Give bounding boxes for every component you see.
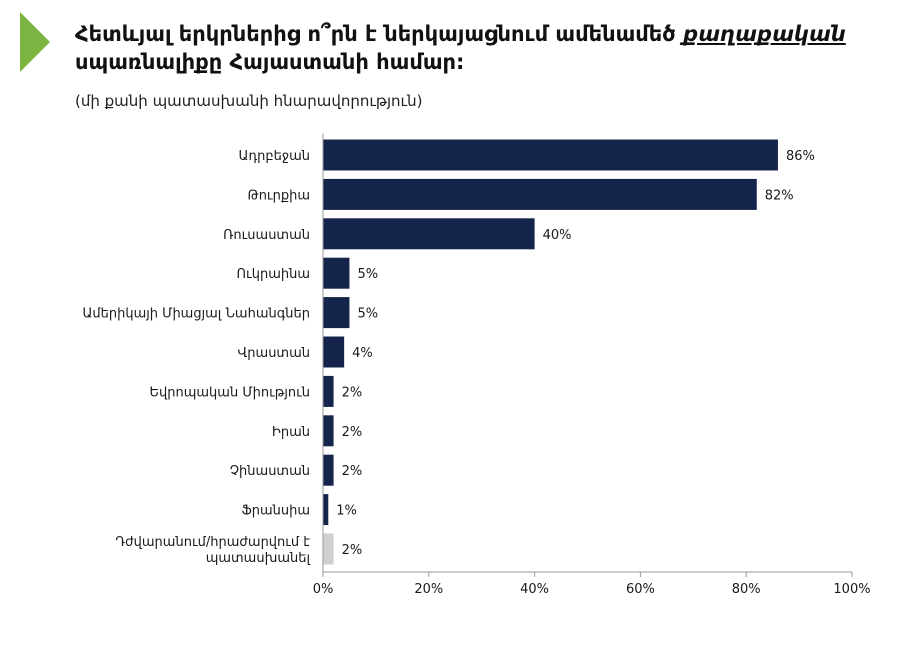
bar	[323, 139, 778, 171]
bar	[323, 375, 334, 407]
bar	[323, 336, 345, 368]
value-label: 2%	[342, 425, 363, 440]
title-emphasis: քաղաքական	[682, 22, 846, 46]
x-tick-label: 0%	[313, 582, 334, 597]
title-part1: Հետևյալ երկրներից ո՞րն է ներկայացնում ամ…	[75, 22, 683, 46]
bar	[323, 415, 334, 447]
value-label: 2%	[342, 543, 363, 558]
category-label: Ադրբեջան	[239, 149, 310, 164]
x-tick-label: 60%	[626, 582, 655, 597]
bar	[323, 218, 535, 250]
value-label: 5%	[357, 307, 378, 322]
value-label: 2%	[342, 385, 363, 400]
bar	[323, 297, 350, 329]
value-label: 86%	[786, 149, 815, 164]
category-label: պատասխանել	[206, 551, 311, 566]
bar	[323, 257, 350, 289]
value-label: 1%	[336, 504, 357, 519]
value-label: 40%	[543, 228, 572, 243]
accent-triangle-icon	[20, 12, 50, 72]
value-label: 2%	[342, 464, 363, 479]
category-label: Վրաստան	[238, 346, 311, 361]
bar	[323, 178, 757, 210]
category-label: Եվրոպական Միություն	[149, 385, 310, 400]
x-tick-label: 40%	[520, 582, 549, 597]
bar	[323, 454, 334, 486]
x-tick-label: 20%	[414, 582, 443, 597]
value-label: 5%	[357, 267, 378, 282]
x-tick-label: 100%	[833, 582, 870, 597]
value-label: 4%	[352, 346, 373, 361]
category-label: Ռուսաստան	[223, 228, 310, 243]
category-label: Թուրքիա	[248, 188, 310, 203]
category-label: Դժվարանում/հրաժարվում է	[115, 535, 310, 550]
category-label: Չինաստան	[230, 464, 310, 479]
title-part2: սպառնալիքը Հայաստանի համար:	[75, 50, 465, 74]
category-label: Ամերիկայի Միացյալ Նահանգներ	[82, 307, 310, 322]
value-label: 82%	[765, 188, 794, 203]
category-label: Ուկրաինա	[237, 267, 310, 282]
bar	[323, 494, 329, 526]
category-label: Իրան	[272, 425, 310, 440]
category-label: Ֆրանսիա	[241, 504, 310, 519]
chart-title: Հետևյալ երկրներից ո՞րն է ներկայացնում ամ…	[75, 20, 875, 76]
chart-subtitle: (մի քանի պատասխանի հնարավորություն)	[75, 92, 423, 110]
x-tick-label: 80%	[732, 582, 761, 597]
bar	[323, 533, 334, 565]
